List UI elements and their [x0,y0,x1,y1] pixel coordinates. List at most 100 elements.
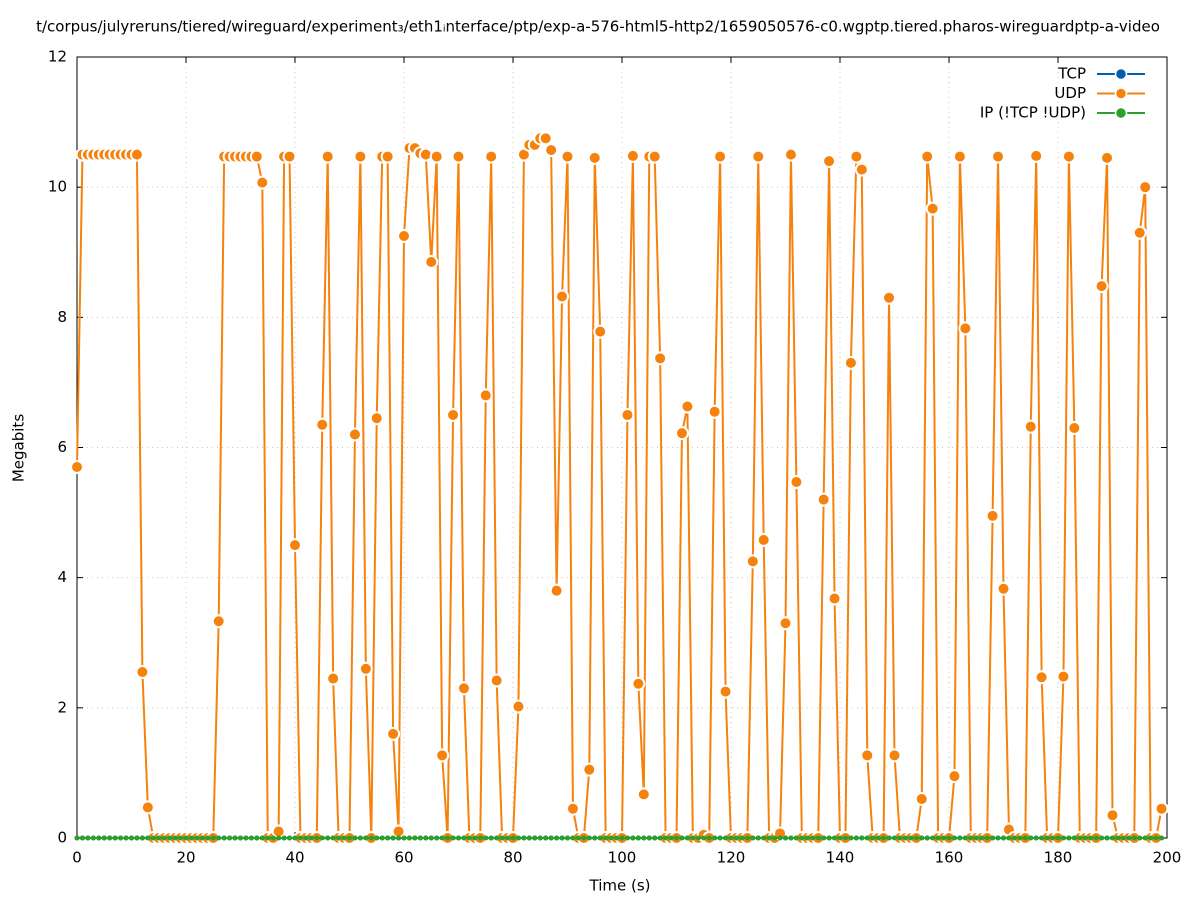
data-point [652,835,658,841]
data-point [1138,180,1153,195]
data-point [499,835,505,841]
x-tick-label: 180 [1044,849,1073,867]
y-tick-label: 6 [57,438,67,456]
data-point [1067,420,1082,435]
data-point [101,835,107,841]
data-point [1100,150,1115,165]
data-point [472,835,478,841]
data-point [832,835,838,841]
data-point [1034,670,1049,685]
data-point [511,699,526,714]
data-point [984,835,990,841]
data-point [815,835,821,841]
data-point [973,835,979,841]
data-point [248,835,254,841]
data-point [347,427,362,442]
data-point [374,835,380,841]
data-point [1131,835,1137,841]
data-point [145,835,151,841]
data-point [194,835,200,841]
data-point [555,289,570,304]
x-tick-label: 100 [608,849,637,867]
data-point [308,835,314,841]
data-point [1142,835,1148,841]
data-point [690,835,696,841]
data-point [1082,835,1088,841]
data-point [282,149,297,164]
data-point [985,508,1000,523]
data-point [1159,835,1165,841]
data-point [957,835,963,841]
data-point [456,835,461,841]
data-point [657,835,663,841]
data-point [1044,835,1050,841]
data-point [1120,835,1126,841]
data-point [717,835,723,841]
data-point [761,835,767,841]
y-tick-label: 10 [48,178,67,196]
data-point [424,255,439,270]
data-point [962,835,968,841]
data-point [843,355,858,370]
legend-label: UDP [1054,84,1086,102]
data-point [1056,669,1071,684]
data-point [96,835,102,841]
data-point [597,835,603,841]
data-point [620,407,635,422]
data-point [1017,835,1023,841]
data-point [238,835,243,841]
data-point [750,835,756,841]
data-point [822,154,837,169]
data-point [183,835,189,841]
data-point [608,835,614,841]
data-point [526,835,532,841]
legend-marker [1114,67,1128,81]
data-point [1093,835,1099,841]
data-point [446,407,461,422]
data-point [783,147,798,162]
data-point [211,614,226,629]
data-point [129,835,134,841]
data-point [140,800,155,815]
data-point [739,835,745,841]
data-point [357,835,363,841]
data-point [816,492,831,507]
data-point [614,835,620,841]
data-point [924,835,930,841]
data-point [875,835,881,841]
x-tick-label: 40 [285,849,304,867]
data-point [864,835,870,841]
data-point [85,835,91,841]
data-point [680,399,695,414]
x-tick-label: 160 [935,849,964,867]
data-point [325,835,331,841]
data-point [538,131,553,146]
data-point [636,787,651,802]
data-point [1132,225,1147,240]
data-point [663,835,669,841]
data-point [789,474,804,489]
data-point [586,835,592,841]
data-point [777,835,783,841]
chart-title: t/corpus/julyreruns/tiered/wireguard/exp… [36,18,1160,36]
data-point [951,835,957,841]
data-point [1055,835,1061,841]
legend-label: TCP [1057,65,1086,83]
data-point [848,835,854,841]
data-point [810,835,816,841]
data-point [303,835,309,841]
data-point [755,835,761,841]
data-point [653,351,668,366]
data-point [635,835,641,841]
data-point [718,684,733,699]
data-point [549,583,564,598]
data-point [1137,835,1143,841]
data-point [70,460,84,475]
data-point [744,835,750,841]
data-point [684,835,690,841]
data-point [134,835,140,841]
data-point [288,538,302,553]
x-tick-label: 20 [176,849,195,867]
data-point [477,835,483,841]
